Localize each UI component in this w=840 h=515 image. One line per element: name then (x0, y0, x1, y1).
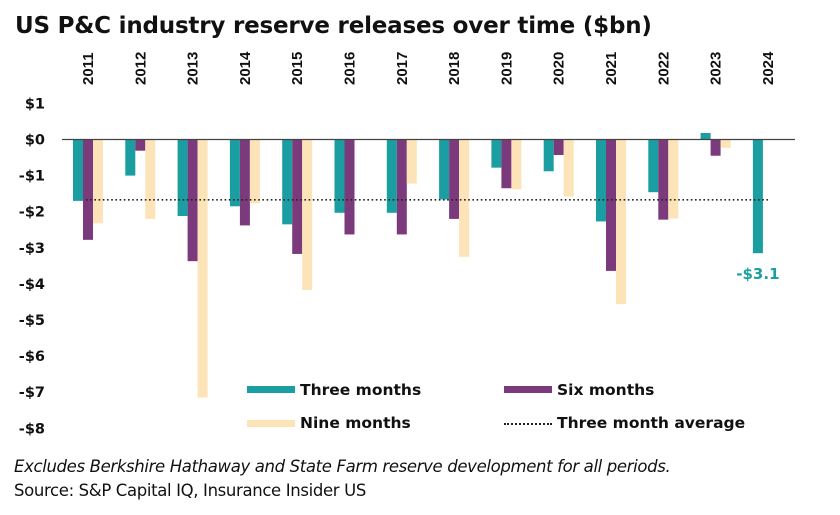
x-tick-label: 2011 (80, 52, 97, 85)
legend-label-six-months: Six months (557, 381, 655, 399)
bar-nine-months-2015 (302, 139, 313, 291)
data-label-three-months-2024: -$3.1 (736, 265, 779, 283)
y-tick-label: -$1 (19, 169, 45, 185)
y-tick-label: $1 (25, 96, 45, 112)
bar-six-months-2015 (292, 139, 303, 254)
bar-six-months-2012 (135, 139, 146, 151)
chart-title: US P&C industry reserve releases over ti… (15, 13, 652, 39)
bar-three-months-2020 (543, 139, 554, 172)
bar-nine-months-2014 (249, 139, 260, 204)
bar-three-months-2018 (439, 139, 450, 200)
legend-swatch-three-month-average (504, 423, 552, 425)
x-tick-label: 2016 (342, 52, 359, 85)
bar-three-months-2019 (491, 139, 502, 168)
bar-six-months-2014 (239, 139, 250, 226)
x-tick-label: 2021 (603, 52, 620, 85)
x-tick-label: 2014 (237, 51, 254, 85)
bar-six-months-2017 (396, 139, 407, 235)
y-tick-label: -$3 (19, 241, 45, 257)
bar-six-months-2016 (344, 139, 355, 235)
bar-three-months-2011 (73, 139, 83, 201)
legend-swatch-six-months (504, 386, 552, 393)
bar-nine-months-2021 (616, 139, 626, 305)
bar-three-months-2023 (700, 133, 711, 140)
legend-label-nine-months: Nine months (300, 414, 411, 432)
y-tick-label: -$4 (19, 277, 45, 293)
x-tick-label: 2023 (708, 52, 725, 85)
y-tick-label: -$2 (19, 205, 45, 221)
bar-nine-months-2017 (406, 139, 417, 184)
bar-three-months-2016 (334, 139, 345, 213)
legend-swatch-three-months (247, 386, 295, 393)
y-tick-label: $0 (25, 133, 45, 149)
footnote: Excludes Berkshire Hathaway and State Fa… (14, 457, 671, 476)
bar-three-months-2012 (125, 139, 136, 176)
bar-nine-months-2013 (197, 139, 208, 398)
source-note: Source: S&P Capital IQ, Insurance Inside… (14, 481, 366, 500)
bar-six-months-2023 (710, 139, 721, 156)
y-tick-label: -$7 (19, 385, 45, 401)
bar-three-months-2024 (752, 139, 763, 254)
bar-nine-months-2012 (145, 139, 156, 219)
legend-swatch-nine-months (247, 420, 295, 427)
x-tick-label: 2017 (394, 52, 411, 85)
bar-three-months-2021 (596, 139, 606, 222)
x-tick-label: 2019 (498, 52, 515, 85)
bar-nine-months-2022 (668, 139, 679, 219)
bar-three-months-2014 (229, 139, 240, 207)
bar-three-months-2015 (282, 139, 293, 225)
bar-nine-months-2020 (563, 139, 574, 197)
x-tick-label: 2020 (551, 52, 568, 85)
bar-six-months-2020 (553, 139, 564, 156)
x-tick-label: 2024 (760, 51, 777, 85)
y-tick-label: -$8 (19, 421, 45, 437)
legend-label-three-months: Three months (300, 381, 422, 399)
x-tick-label: 2013 (185, 52, 202, 85)
bar-nine-months-2011 (93, 139, 103, 224)
bars (73, 133, 763, 398)
bar-three-months-2013 (177, 139, 188, 217)
bar-six-months-2021 (606, 139, 616, 271)
bar-nine-months-2019 (511, 139, 522, 190)
bar-six-months-2011 (83, 139, 93, 240)
bar-six-months-2019 (501, 139, 512, 189)
legend-label-three-month-average: Three month average (557, 414, 746, 432)
bar-nine-months-2023 (720, 139, 731, 148)
bar-six-months-2018 (449, 139, 460, 219)
x-tick-label: 2022 (655, 52, 672, 85)
y-tick-label: -$6 (19, 349, 45, 365)
bar-three-months-2022 (648, 139, 659, 193)
x-tick-label: 2018 (446, 52, 463, 85)
x-tick-label: 2012 (132, 52, 149, 85)
x-tick-label: 2015 (289, 52, 306, 85)
bar-six-months-2022 (658, 139, 669, 220)
bar-nine-months-2018 (459, 139, 470, 257)
y-tick-label: -$5 (19, 313, 45, 329)
bar-three-months-2017 (386, 139, 397, 213)
